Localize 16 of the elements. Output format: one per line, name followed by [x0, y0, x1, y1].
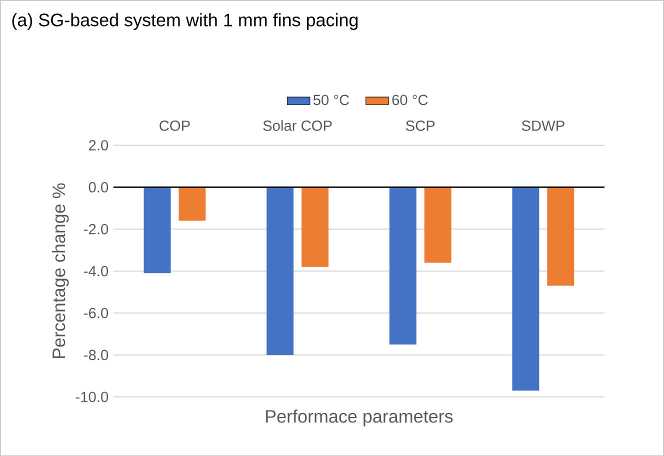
y-tick-label: 2.0: [89, 140, 108, 150]
x-tick-label: SCP: [406, 120, 435, 131]
x-tick-label: COP: [160, 120, 190, 131]
chart-title: (a) SG-based system with 1 mm fins pacing: [12, 13, 358, 30]
y-tick-label: 0.0: [88, 182, 108, 192]
x-axis-title: Performace parameters: [266, 409, 453, 426]
x-tick-label: SDWP: [522, 120, 564, 131]
y-tick-label: -8.0: [84, 350, 108, 360]
y-tick-label: -10.0: [76, 392, 108, 402]
legend-label: 60 °C: [392, 94, 428, 105]
x-tick-label: Solar COP: [263, 120, 332, 131]
legend-label: 50 °C: [313, 94, 350, 105]
y-tick-label: -2.0: [84, 224, 108, 234]
y-tick-label: -4.0: [84, 266, 108, 276]
y-axis-title: Percentage change %: [52, 183, 69, 358]
y-tick-label: -6.0: [84, 308, 108, 318]
